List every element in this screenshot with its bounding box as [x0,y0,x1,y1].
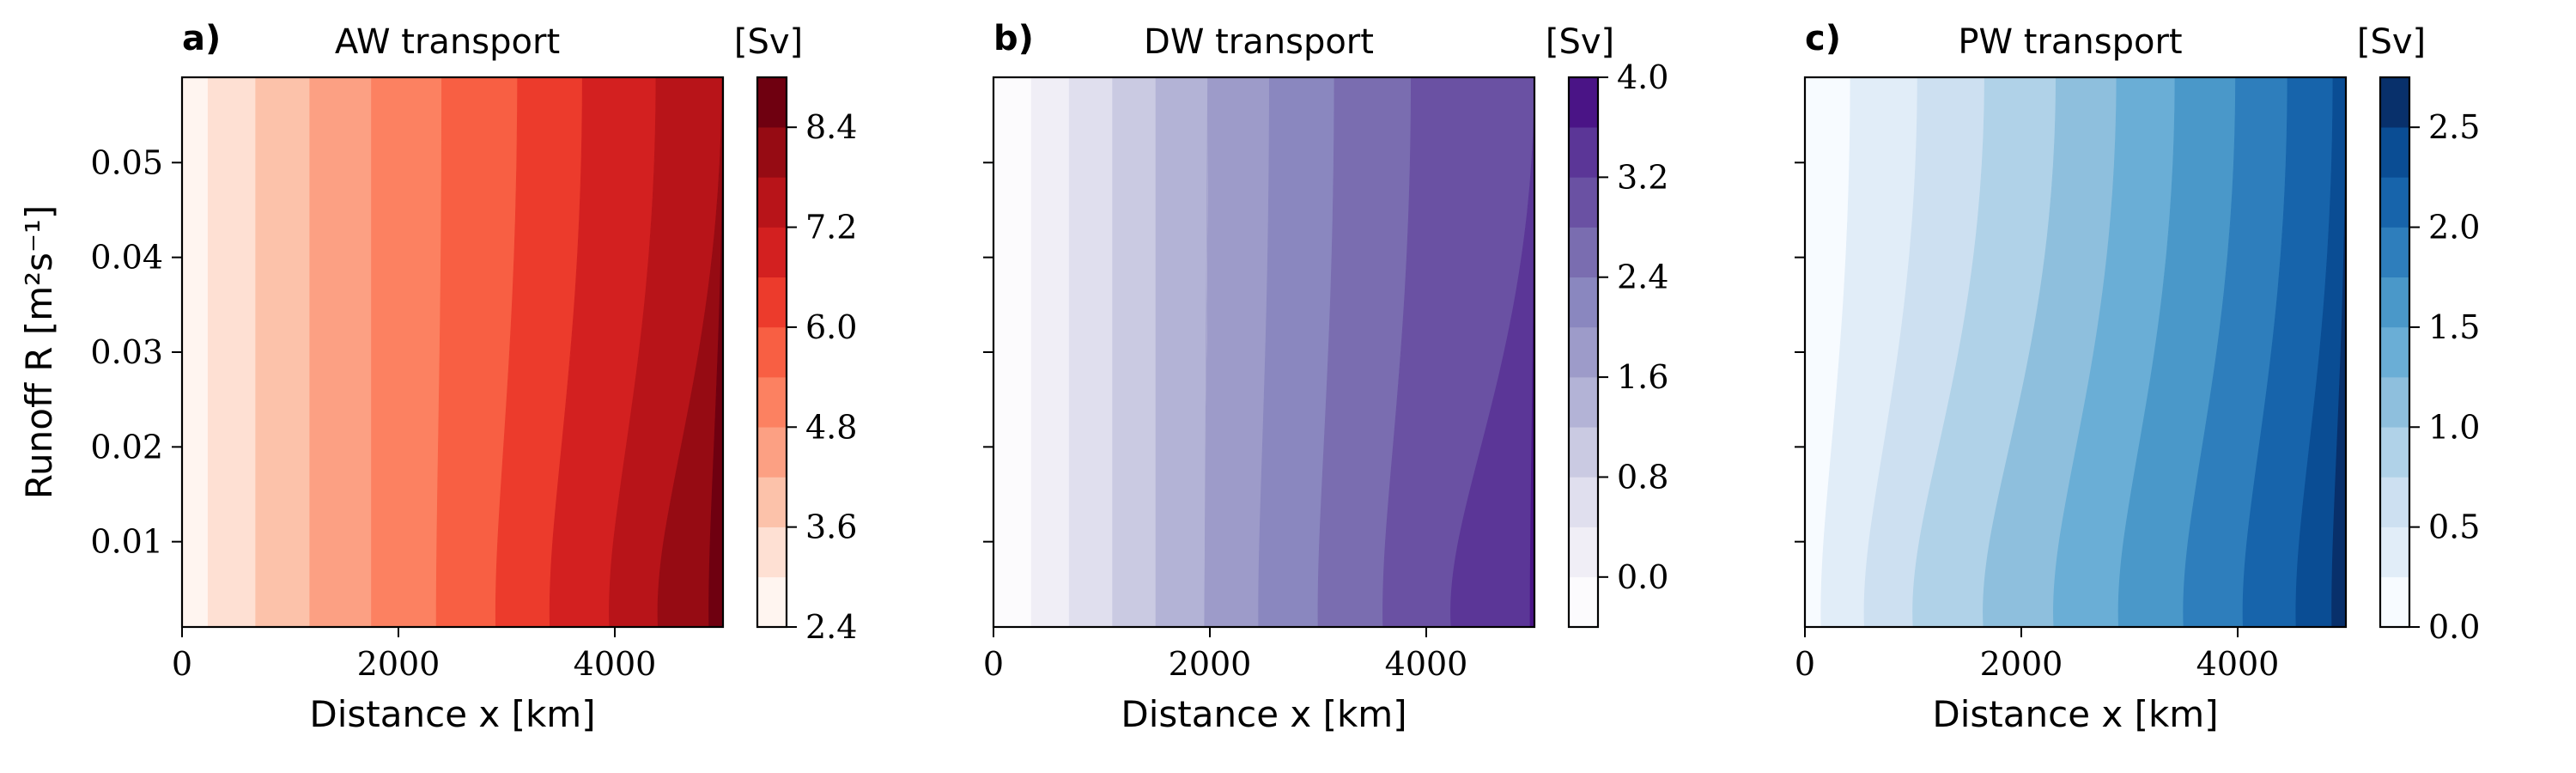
contour-band [309,76,372,628]
contour-band [1068,76,1113,628]
panel-label: a) [182,19,221,58]
y-tick-label: 0.05 [90,143,163,181]
colorbar-segment [1568,376,1599,428]
colorbar-segment [1568,126,1599,178]
x-axis-label: Distance x [km] [309,693,595,735]
colorbar-segment [1568,76,1599,128]
y-tick-label: 0.03 [90,333,163,371]
colorbar-tick-label: 0.8 [1617,458,1668,496]
panel-label: b) [993,19,1034,58]
colorbar-segment [2379,177,2410,228]
contour-band [371,76,442,628]
colorbar-segment [1568,277,1599,328]
colorbar-segment [2379,277,2410,328]
colorbar-segment [2379,526,2410,578]
colorbar-segment [1568,177,1599,228]
colorbar-tick-label: 1.5 [2428,308,2480,346]
panel-a: a) AW transport 0 2000 4000 Distance x [km] 0.… [18,19,857,735]
x-tick-label: 4000 [1385,645,1468,683]
colorbar-tick-label: 2.0 [2428,209,2480,247]
colorbar-tick-label: 3.6 [805,508,857,546]
y-tick-label: 0.04 [90,239,163,277]
colorbar-segment [756,227,787,278]
contour-band [1155,76,1208,628]
colorbar-segment [756,376,787,428]
y-tick-label: 0.01 [90,523,163,561]
colorbar-segment [756,126,787,178]
contour-band [207,76,256,628]
colorbar-segment [1568,477,1599,527]
contour-band [1112,76,1157,628]
colorbar-tick-label: 3.2 [1617,158,1668,196]
colorbar-frame [2379,76,2411,629]
chart-title: DW transport [1144,22,1374,62]
x-tick-label: 4000 [2196,645,2280,683]
colorbar-segment [2379,76,2410,128]
colorbar-frame [756,76,788,629]
colorbar-segment [2379,376,2410,428]
colorbar-segment [756,277,787,328]
colorbar-tick-label: 2.4 [1617,259,1668,296]
colorbar-segment [756,177,787,228]
contour-band [181,76,209,628]
colorbar-segment [1568,426,1599,478]
x-tick-label: 2000 [357,645,440,683]
colorbar-segment [756,576,787,628]
y-axis-label: Runoff R [m²s⁻¹] [18,205,60,499]
colorbar-frame [1567,76,1600,629]
colorbar-segment [1568,526,1599,578]
x-tick-label: 0 [172,645,192,683]
colorbar-segment [2379,576,2410,628]
colorbar-segment [2379,477,2410,527]
colorbar-tick-label: 8.4 [805,108,857,146]
x-tick-label: 4000 [574,645,657,683]
panel-b: b) DW transport 0 2000 4000 Distance x [km] 0.… [983,19,1669,735]
colorbar-segment [2379,126,2410,178]
contour-band [1030,76,1070,628]
colorbar-tick-label: 2.4 [805,608,857,646]
x-axis-label: Distance x [km] [1121,693,1406,735]
colorbar-tick-label: 4.0 [1617,58,1668,96]
x-tick-label: 0 [1795,645,1815,683]
colorbar-segment [756,477,787,527]
colorbar-tick-label: 1.6 [1617,358,1668,396]
colorbar-tick-label: 7.2 [805,209,857,247]
colorbar-segment [2379,326,2410,378]
x-axis-label: Distance x [km] [1932,693,2218,735]
colorbar-tick-label: 2.5 [2428,108,2480,146]
colorbar-segment [756,526,787,578]
colorbar-segment [2379,227,2410,278]
colorbar-tick-label: 0.0 [1617,558,1668,596]
colorbar-tick-label: 6.0 [805,308,857,346]
contour-band [993,76,1032,628]
x-tick-label: 2000 [1980,645,2063,683]
colorbar-segment [756,326,787,378]
x-tick-label: 2000 [1169,645,1252,683]
colorbar-label: [Sv] [734,22,803,62]
chart-title: AW transport [335,22,560,62]
colorbar-segment [756,426,787,478]
panel-c: c) PW transport 0 2000 4000 Distance x [km] 0.… [1795,19,2481,735]
contour-band [255,76,310,628]
colorbar-segment [1568,326,1599,378]
chart-title: PW transport [1958,22,2182,62]
y-tick-label: 0.02 [90,428,163,466]
colorbar-tick-label: 1.0 [2428,408,2480,446]
colorbar-segment [1568,227,1599,278]
panel-label: c) [1805,19,1841,58]
colorbar-segment [2379,426,2410,478]
colorbar-tick-label: 0.0 [2428,608,2480,646]
colorbar-label: [Sv] [2357,22,2426,62]
colorbar-segment [756,76,787,128]
colorbar-tick-label: 4.8 [805,408,857,446]
colorbar-label: [Sv] [1546,22,1614,62]
colorbar-tick-label: 0.5 [2428,508,2480,546]
x-tick-label: 0 [983,645,1004,683]
colorbar-segment [1568,576,1599,628]
